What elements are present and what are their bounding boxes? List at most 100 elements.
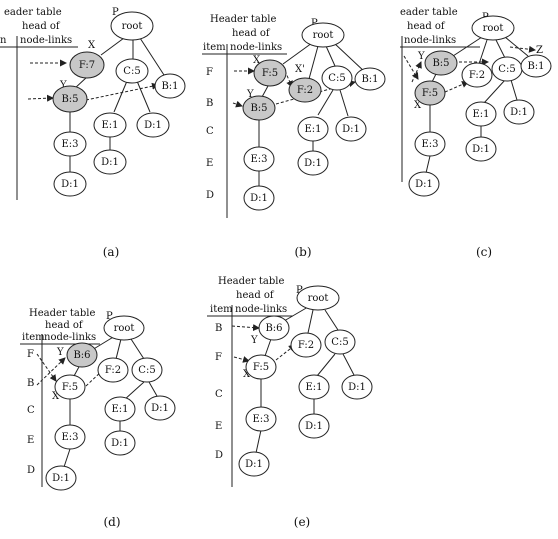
- tree-edge: [452, 36, 483, 57]
- node-b1: B:1: [520, 54, 552, 78]
- node-c5: C:5: [321, 65, 353, 91]
- node-d1: D:1: [144, 395, 176, 421]
- svg-text:B:6: B:6: [73, 350, 90, 361]
- tree-edge: [339, 89, 349, 117]
- y-label: Y: [246, 89, 254, 100]
- node-f5: F:5: [414, 80, 446, 106]
- root-node: root: [471, 15, 515, 41]
- node-f2: F:2: [461, 62, 493, 88]
- panel-c: eader table head of node-links P Y X Z r…: [400, 7, 552, 259]
- y-label: Y: [56, 347, 64, 358]
- tree-edge: [342, 353, 355, 376]
- node-d1: D:1: [335, 116, 367, 142]
- node-f2: F:2: [288, 77, 322, 103]
- node-f5: F:5: [245, 354, 277, 380]
- svg-text:root: root: [483, 23, 504, 34]
- item-label: item: [22, 332, 45, 343]
- node-e1: E:1: [298, 374, 330, 400]
- item-e: E: [215, 421, 222, 432]
- x-label: X: [243, 369, 251, 380]
- node-b5: B:5: [242, 95, 276, 121]
- tree-edge: [483, 79, 506, 104]
- tree-edge: [308, 45, 319, 80]
- caption-e: (e): [294, 515, 310, 529]
- node-b6: B:6: [66, 342, 98, 368]
- node-e1: E:1: [465, 101, 497, 127]
- tree-edge: [63, 448, 71, 468]
- svg-text:F:2: F:2: [469, 70, 485, 81]
- node-b1: B:1: [354, 67, 386, 91]
- header-table-title: Header table: [210, 14, 276, 25]
- head-of-label: head of: [22, 21, 61, 32]
- item-b: B: [206, 98, 213, 109]
- z-label: Z: [536, 45, 543, 56]
- item-e: E: [27, 435, 34, 446]
- header-table-title: Header table: [218, 276, 284, 287]
- svg-text:F:5: F:5: [422, 88, 438, 99]
- svg-text:E:1: E:1: [472, 109, 489, 120]
- svg-text:F:5: F:5: [262, 68, 278, 79]
- item-f: F: [206, 67, 213, 78]
- node-b5: B:5: [424, 50, 458, 76]
- tree-edge: [478, 39, 488, 65]
- svg-text:B:5: B:5: [250, 103, 267, 114]
- svg-text:D:1: D:1: [151, 403, 169, 414]
- node-d1: D:1: [93, 149, 127, 175]
- svg-text:C:5: C:5: [328, 73, 345, 84]
- svg-text:D:1: D:1: [101, 157, 119, 168]
- svg-text:E:3: E:3: [61, 432, 78, 443]
- header-table-title: eader table: [4, 7, 62, 18]
- node-d1: D:1: [104, 430, 136, 456]
- node-link-arrow: [36, 357, 66, 386]
- y-label: Y: [250, 335, 258, 346]
- svg-text:D:1: D:1: [305, 421, 323, 432]
- svg-text:root: root: [114, 323, 135, 334]
- root-node: root: [110, 11, 154, 41]
- tree-edge: [100, 37, 125, 56]
- head-of-label: head of: [407, 21, 446, 32]
- node-c5: C:5: [324, 329, 356, 355]
- svg-text:B:5: B:5: [61, 94, 78, 105]
- tree-edge: [325, 45, 336, 67]
- y-label: Y: [59, 80, 67, 91]
- node-d1: D:1: [503, 99, 535, 125]
- root-node: root: [103, 315, 145, 341]
- x-label: X: [414, 100, 422, 111]
- node-d1: D:1: [243, 185, 275, 211]
- svg-text:C:5: C:5: [498, 64, 515, 75]
- panel-d: Header table head of item node-links F B…: [20, 308, 176, 529]
- svg-text:F:5: F:5: [253, 362, 269, 373]
- tree-edge: [139, 37, 165, 76]
- item-c: C: [27, 405, 35, 416]
- parent-label: P: [296, 285, 303, 296]
- x-label: X: [88, 40, 96, 51]
- node-d1: D:1: [298, 413, 330, 439]
- node-c5: C:5: [491, 56, 523, 82]
- root-node: root: [301, 22, 345, 48]
- tree-edge: [425, 155, 431, 174]
- svg-text:C:5: C:5: [138, 365, 155, 376]
- svg-text:D:1: D:1: [245, 459, 263, 470]
- svg-text:D:1: D:1: [144, 120, 162, 131]
- svg-text:E:3: E:3: [61, 139, 78, 150]
- tree-edge: [307, 309, 314, 334]
- node-e3: E:3: [245, 406, 277, 432]
- svg-text:B:5: B:5: [432, 58, 449, 69]
- tree-edge: [255, 429, 262, 454]
- item-e: E: [206, 158, 213, 169]
- node-links-label: node-links: [404, 35, 456, 46]
- item-f: F: [27, 349, 34, 360]
- item-d: D: [206, 190, 214, 201]
- svg-text:E:1: E:1: [305, 382, 322, 393]
- svg-text:B:6: B:6: [265, 323, 282, 334]
- svg-text:E:3: E:3: [250, 154, 267, 165]
- tree-edge: [123, 381, 145, 401]
- node-link-arrow: [509, 45, 536, 53]
- node-f5: F:5: [253, 59, 287, 87]
- node-e1: E:1: [297, 116, 329, 142]
- node-link-arrow: [36, 353, 57, 382]
- node-f5: F:5: [54, 374, 86, 400]
- svg-text:D:1: D:1: [52, 473, 70, 484]
- y-label: Y: [417, 51, 425, 62]
- item-label: item: [210, 304, 233, 315]
